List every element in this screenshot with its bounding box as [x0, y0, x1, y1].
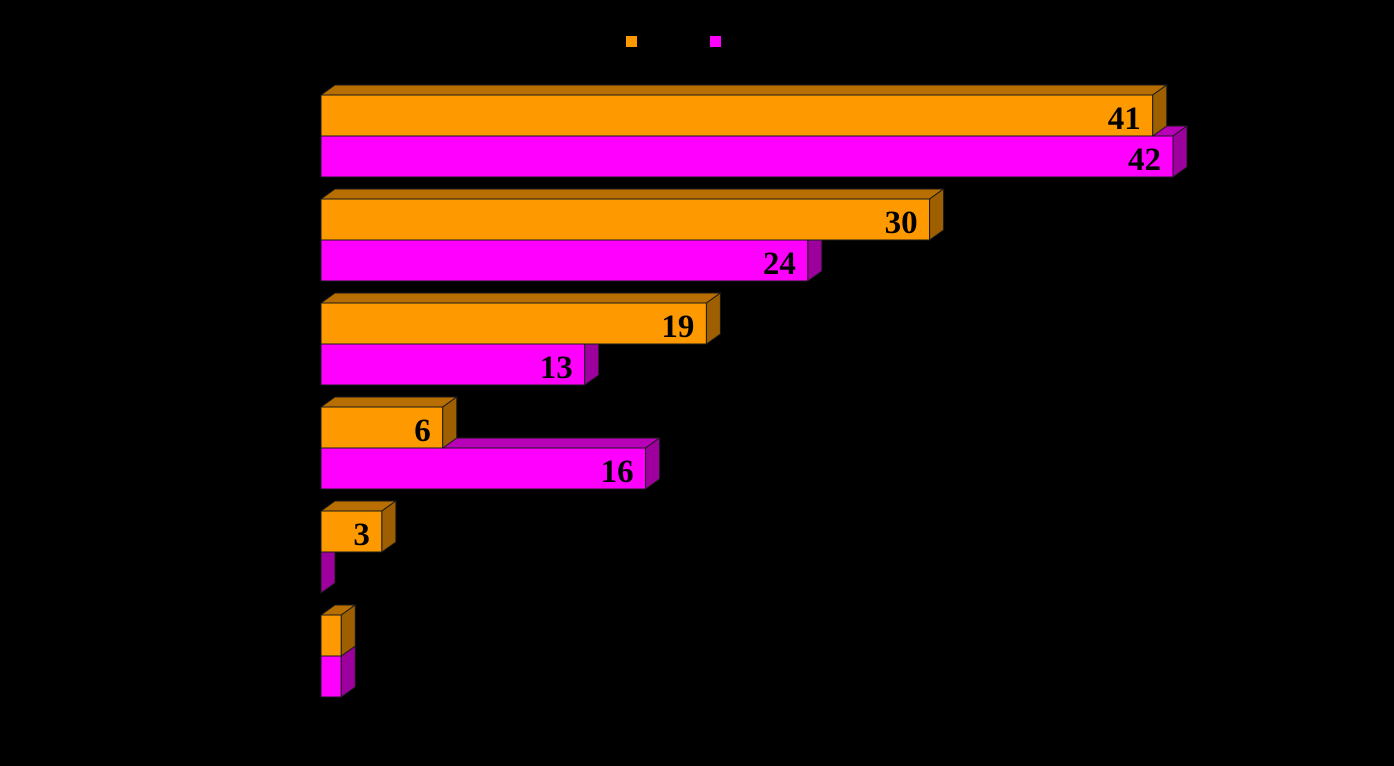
data-label-series-1-group-4: 6: [414, 413, 431, 449]
bar-top-face: [319, 188, 946, 200]
bar-front-face: [320, 198, 931, 241]
data-label-series-2-group-4: 16: [601, 454, 634, 490]
data-label-series-1-group-2: 30: [885, 205, 918, 241]
bar-front-face: [320, 614, 342, 657]
bar-front-face: [320, 343, 586, 386]
bar-top-face: [319, 84, 1169, 96]
data-label-series-2-group-1: 42: [1128, 142, 1161, 178]
bar-front-face: [320, 406, 444, 449]
bar-series-1-group-4: [319, 396, 459, 449]
bar-front-face: [320, 510, 383, 553]
bar-series-1-group-6: [319, 604, 357, 657]
legend-swatch-series-1: [626, 36, 637, 47]
data-label-series-1-group-3: 19: [661, 309, 694, 345]
bar-front-face: [320, 239, 809, 282]
bar-side-face: [381, 500, 397, 553]
bar-side-face: [442, 396, 458, 449]
bar-side-face: [340, 604, 356, 657]
bar-top-face: [319, 292, 722, 304]
bar-series-1-group-5: [319, 500, 398, 553]
bar-front-face: [320, 135, 1174, 178]
bar-side-face: [1172, 125, 1188, 178]
bar-front-face: [320, 302, 707, 345]
bar-series-1-group-2: [319, 188, 946, 241]
bar-side-face: [929, 188, 945, 241]
data-label-series-2-group-2: 24: [763, 246, 796, 282]
bar-side-face: [1152, 84, 1168, 137]
bar-front-face: [320, 447, 647, 490]
data-label-series-1-group-5: 3: [353, 517, 370, 553]
legend-swatch-series-2: [710, 36, 721, 47]
bar-side-face: [645, 437, 661, 490]
bar-front-face: [320, 94, 1154, 137]
bar-series-1-group-3: [319, 292, 722, 345]
bar-front-face: [320, 655, 342, 698]
bar-side-face: [705, 292, 721, 345]
bar-series-1-group-1: [319, 84, 1169, 137]
data-label-series-2-group-3: 13: [540, 350, 573, 386]
data-label-series-1-group-1: 41: [1108, 101, 1141, 137]
bar-top-face: [319, 396, 459, 408]
